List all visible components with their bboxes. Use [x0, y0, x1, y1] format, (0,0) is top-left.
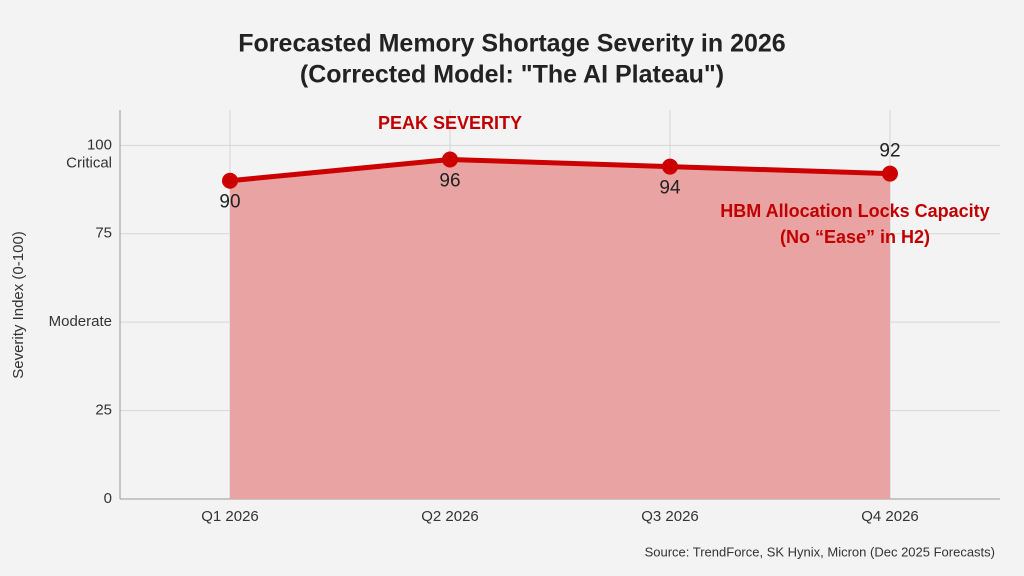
- point: [662, 158, 678, 175]
- point: [222, 172, 238, 189]
- y-tick-label: Moderate: [49, 313, 112, 330]
- y-tick-label: 0: [104, 490, 112, 507]
- data-label: 94: [659, 178, 681, 199]
- annotation: (No “Ease” in H2): [780, 227, 930, 247]
- data-label: 96: [439, 171, 460, 192]
- chart-title: Forecasted Memory Shortage Severity in 2…: [238, 30, 785, 58]
- x-tick-label: Q1 2026: [201, 508, 259, 525]
- y-tick-label: 25: [95, 402, 112, 419]
- x-tick-label: Q4 2026: [861, 508, 919, 525]
- chart-subtitle: (Corrected Model: "The AI Plateau"): [300, 61, 724, 89]
- y-axis-label: Severity Index (0-100): [10, 231, 27, 379]
- x-tick-label: Q3 2026: [641, 508, 699, 525]
- data-label: 92: [879, 141, 900, 162]
- annotation: HBM Allocation Locks Capacity: [720, 201, 989, 221]
- x-tick-label: Q2 2026: [421, 508, 479, 525]
- critical-label: Critical: [66, 154, 112, 171]
- y-tick-label: 75: [95, 225, 112, 242]
- area: [230, 159, 890, 499]
- point: [882, 165, 898, 182]
- source: Source: TrendForce, SK Hynix, Micron (De…: [645, 544, 995, 559]
- annotation: PEAK SEVERITY: [378, 113, 522, 133]
- y-tick-label: 100: [87, 136, 112, 153]
- data-label: 90: [219, 192, 240, 213]
- line: [229, 157, 891, 184]
- point: [442, 151, 458, 168]
